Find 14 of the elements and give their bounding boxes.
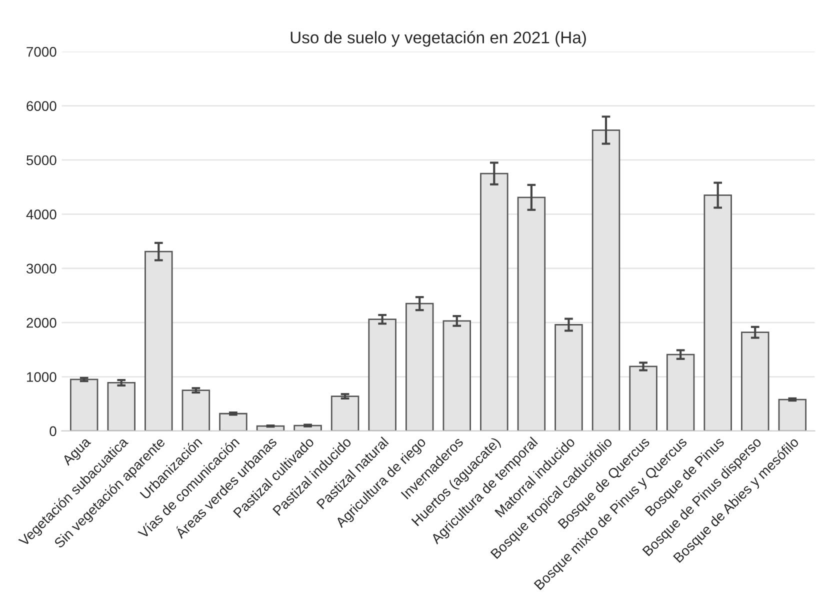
y-tick-label: 5000 [26, 155, 56, 166]
y-tick-label: 1000 [27, 372, 56, 382]
y-tick-label: 7000 [26, 46, 56, 57]
chart-title: Uso de suelo y vegetación en 2021 (Ha) [290, 30, 586, 47]
y-tick-label: 4000 [26, 210, 56, 220]
y-tick-label: 2000 [26, 318, 56, 328]
bar [107, 382, 136, 431]
bar [330, 396, 360, 431]
bar [219, 412, 248, 431]
y-tick-label: 0 [50, 426, 56, 436]
y-tick-label: 3000 [26, 264, 56, 274]
bar [182, 390, 210, 431]
bar [778, 398, 807, 431]
y-tick-label: 6000 [26, 101, 56, 111]
